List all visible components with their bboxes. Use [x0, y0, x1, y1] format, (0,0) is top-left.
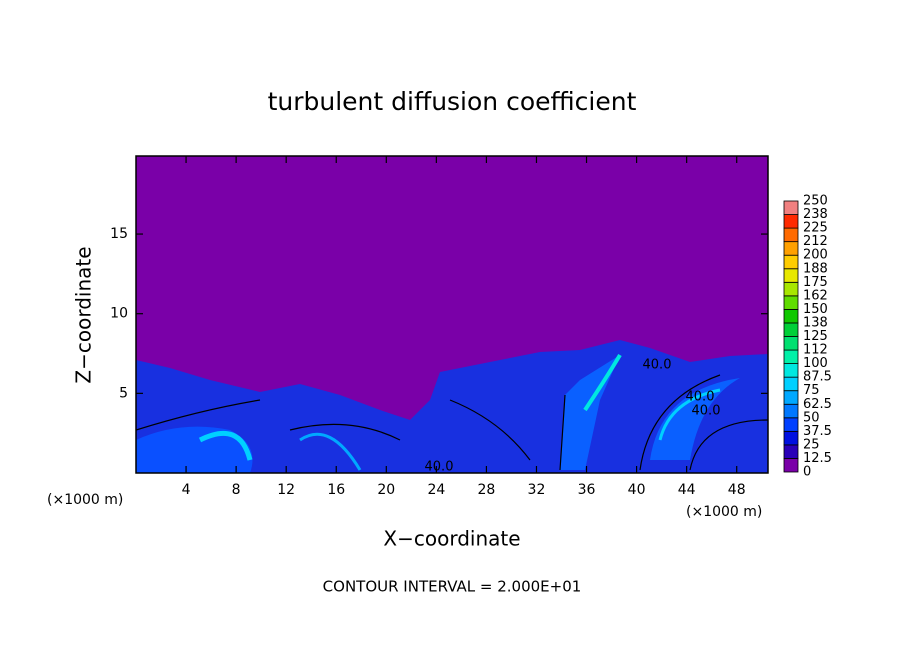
colorbar-label: 62.5 [803, 397, 832, 412]
x-tick-label: 20 [377, 482, 395, 498]
x-tick-label: 40 [628, 482, 646, 498]
colorbar-label: 37.5 [803, 424, 832, 439]
colorbar-box [783, 241, 799, 256]
x-tick-label: 44 [678, 482, 696, 498]
y-tick-label: 5 [119, 385, 128, 401]
colorbar-label: 100 [803, 356, 828, 371]
colorbar-label: 200 [803, 248, 828, 263]
colorbar-label: 150 [803, 302, 828, 317]
streak [299, 432, 362, 471]
chart-title: turbulent diffusion coefficient [268, 87, 637, 116]
x-tick-label: 28 [478, 482, 496, 498]
colorbar-label: 188 [803, 261, 828, 276]
turbulent-region [650, 378, 740, 460]
colorbar-box [783, 444, 799, 459]
colorbar-label: 138 [803, 315, 828, 330]
x-tick-label: 48 [728, 482, 746, 498]
y-tick-label: 15 [110, 226, 128, 242]
plot-frame [135, 155, 769, 474]
colorbar-label: 225 [803, 221, 828, 236]
x-tick-label: 4 [182, 482, 191, 498]
x-axis-label: X−coordinate [383, 527, 520, 551]
colorbar-box [783, 295, 799, 310]
colorbar-label: 162 [803, 288, 828, 303]
x-tick-label: 12 [277, 482, 295, 498]
contour-label: 40.0 [692, 404, 721, 419]
colorbar-box [783, 390, 799, 405]
colorbar-box [783, 268, 799, 283]
colorbar-label: 12.5 [803, 451, 832, 466]
colorbar-label: 75 [803, 383, 820, 398]
y-axis-label: Z−coordinate [72, 246, 96, 383]
streak [658, 388, 721, 441]
colorbar-label: 25 [803, 437, 820, 452]
colorbar-box [783, 336, 799, 351]
y-tick-label: 10 [110, 306, 128, 322]
colorbar-box [783, 458, 799, 473]
colorbar-box [783, 417, 799, 432]
streak [198, 430, 253, 461]
contour-label: 40.0 [643, 358, 672, 373]
x-tick-label: 32 [528, 482, 546, 498]
colorbar-label: 87.5 [803, 370, 832, 385]
colorbar-box [783, 349, 799, 364]
x-tick-label: 16 [327, 482, 345, 498]
colorbar-box [783, 214, 799, 229]
colorbar-label: 0 [803, 465, 811, 480]
colorbar-label: 125 [803, 329, 828, 344]
contour-line [136, 374, 768, 471]
colorbar-label: 238 [803, 207, 828, 222]
colorbar-label: 112 [803, 343, 828, 358]
x-unit-label: (×1000 m) [686, 504, 762, 520]
turbulent-region [560, 355, 620, 470]
colorbar-box [783, 430, 799, 446]
colorbar-label: 250 [803, 194, 828, 209]
colorbar-box [783, 322, 799, 337]
field [136, 156, 768, 473]
contour-label: 40.0 [686, 390, 715, 405]
colorbar-box [783, 200, 799, 215]
x-unit-label: (×1000 m) [47, 492, 123, 508]
colorbar-box [783, 376, 799, 392]
colorbar-box [783, 281, 799, 297]
x-tick-label: 8 [232, 482, 241, 498]
x-tick-label: 36 [578, 482, 596, 498]
colorbar-label: 50 [803, 410, 820, 425]
contour-label: 40.0 [425, 460, 454, 475]
x-tick-label: 24 [427, 482, 445, 498]
colorbar-box [783, 363, 799, 378]
turbulent-region [136, 426, 253, 473]
streak [583, 353, 622, 412]
colorbar-box [783, 254, 799, 270]
colorbar-box [783, 308, 799, 324]
colorbar-box [783, 403, 799, 419]
colorbar-label: 212 [803, 234, 828, 249]
colorbar-label: 175 [803, 275, 828, 290]
contour-interval: CONTOUR INTERVAL = 2.000E+01 [323, 578, 582, 596]
colorbar-box [783, 227, 799, 243]
